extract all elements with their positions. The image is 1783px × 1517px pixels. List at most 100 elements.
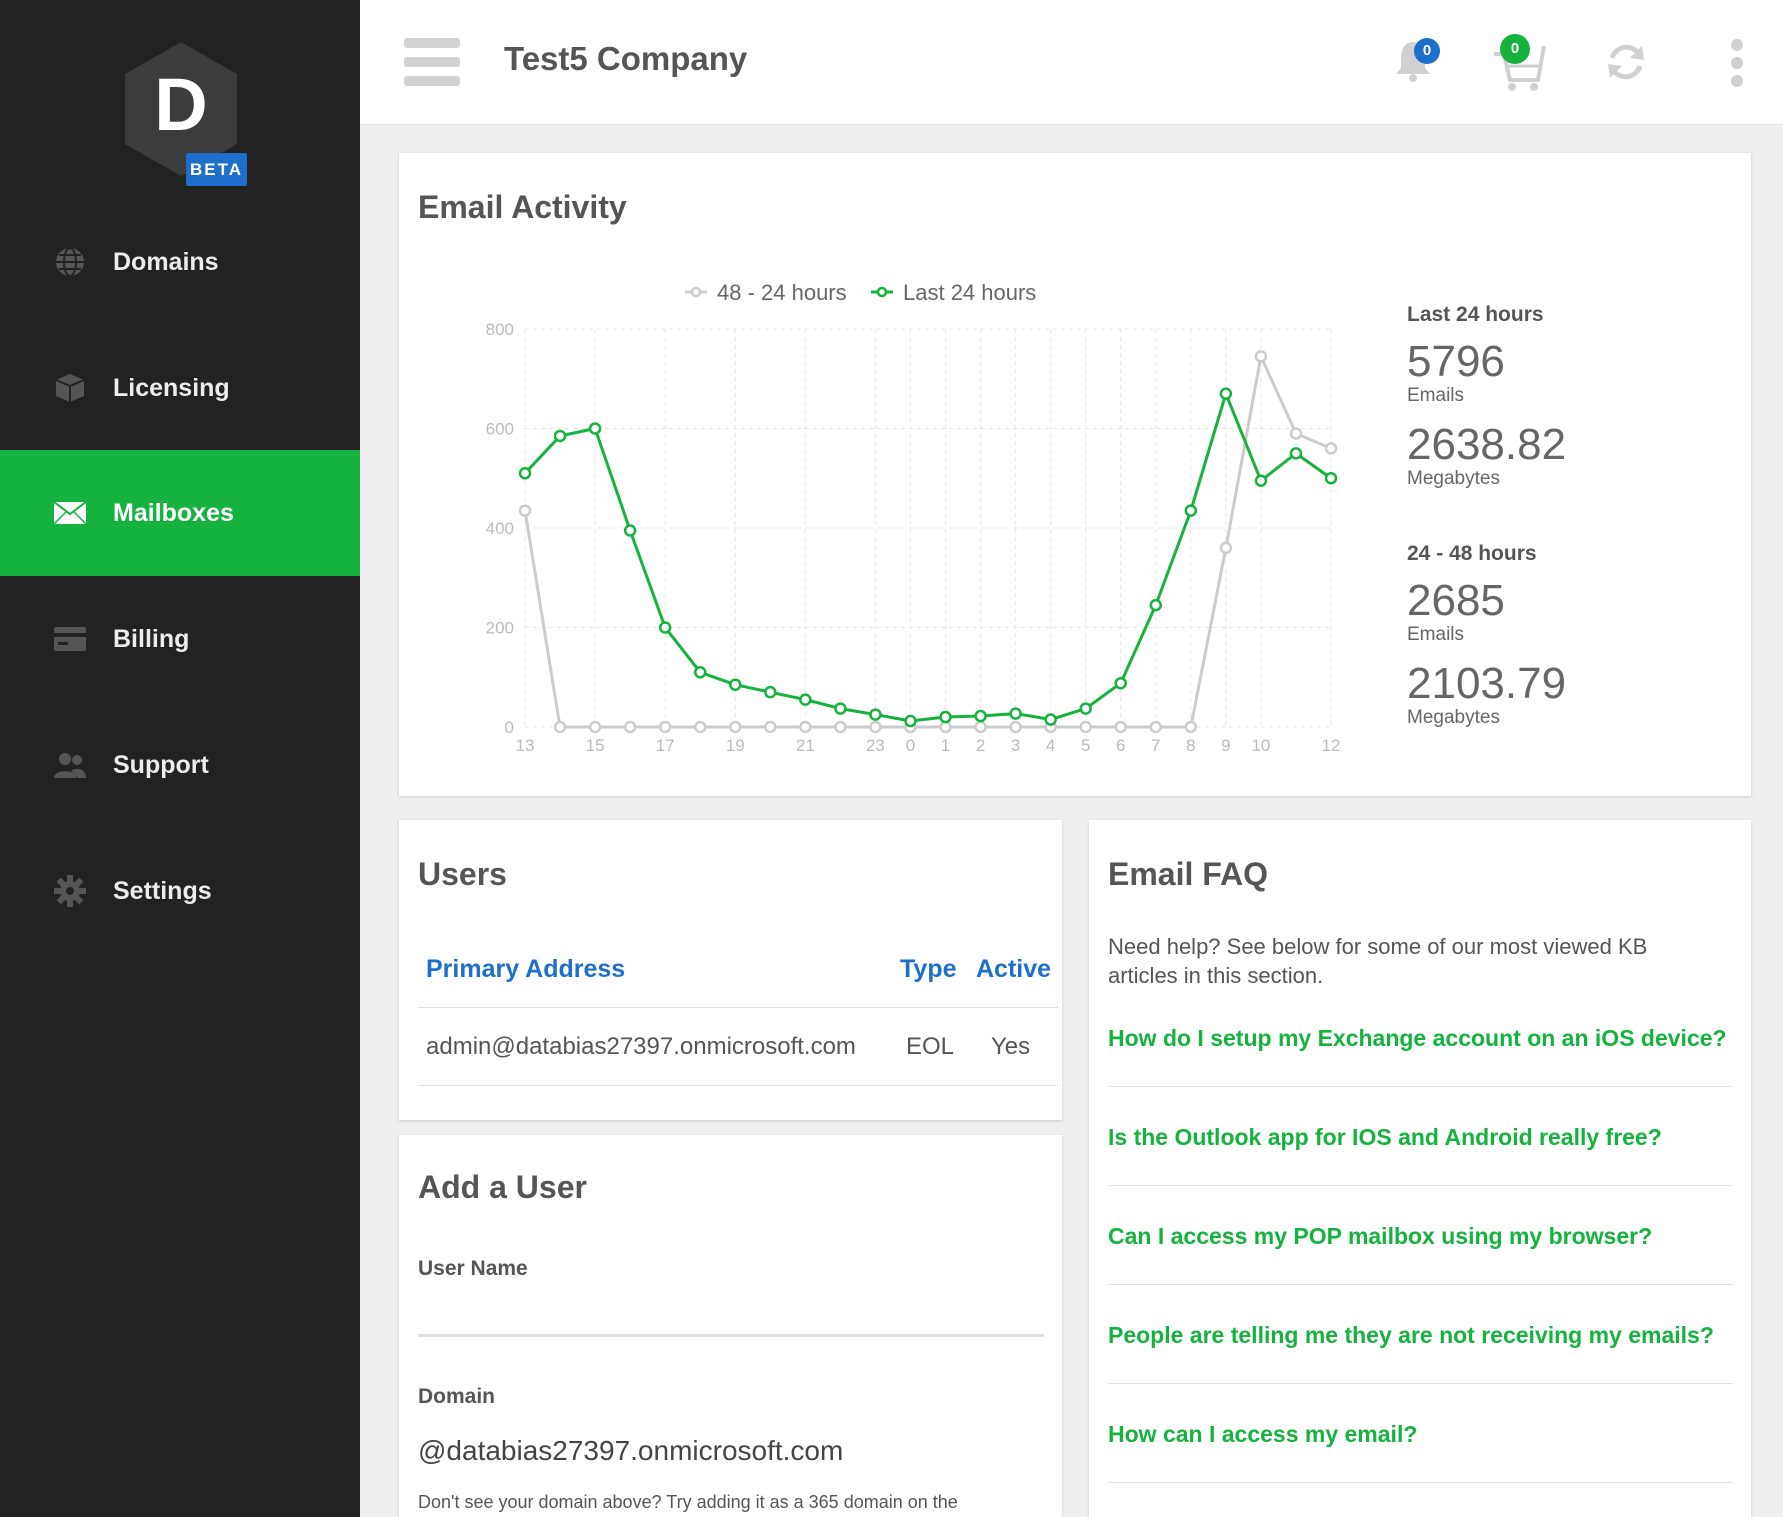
cart-button[interactable]: 0 (1492, 34, 1556, 91)
column-header-active[interactable]: Active (976, 955, 1052, 983)
sidebar-item-billing[interactable]: Billing (0, 576, 360, 702)
column-header-type[interactable]: Type (900, 955, 957, 983)
data-point (1254, 350, 1268, 363)
divider (1108, 1284, 1733, 1285)
sidebar-item-label: Support (113, 750, 209, 779)
faq-link[interactable]: How do I setup my Exchange account on an… (1108, 1025, 1727, 1051)
data-point (1219, 541, 1233, 555)
faq-link[interactable]: People are telling me they are not recei… (1108, 1322, 1714, 1348)
data-point (623, 524, 637, 537)
envelope-icon (52, 495, 88, 531)
x-tick-label: 8 (1186, 736, 1195, 755)
refresh-icon (1604, 44, 1648, 88)
y-tick-label: 400 (486, 519, 514, 538)
username-input[interactable] (418, 1287, 1044, 1337)
data-point (1079, 702, 1092, 715)
card-title: Email Activity (418, 189, 627, 225)
data-point (974, 709, 987, 723)
user-type: EOL (906, 1033, 955, 1060)
x-tick-label: 10 (1251, 736, 1270, 755)
x-tick-label: 6 (1116, 736, 1125, 755)
more-vertical-icon (1728, 39, 1746, 92)
data-point (1324, 442, 1338, 455)
faq-link[interactable]: Can I access my POP mailbox using my bro… (1108, 1223, 1653, 1249)
data-point (693, 720, 707, 734)
x-tick-label: 1 (941, 736, 950, 755)
sidebar-item-licensing[interactable]: Licensing (0, 325, 360, 451)
divider (418, 1007, 1058, 1008)
company-name: Test5 Company (504, 40, 748, 77)
y-tick-label: 800 (486, 320, 514, 339)
username-label: User Name (418, 1257, 528, 1280)
x-tick-label: 19 (726, 736, 745, 755)
sidebar-item-support[interactable]: Support (0, 702, 360, 828)
sidebar-item-label: Domains (113, 247, 219, 276)
domain-label: Domain (418, 1385, 496, 1408)
data-point (1114, 676, 1127, 690)
email-faq-card: Email FAQ Need help? See below for some … (1089, 820, 1751, 1517)
data-point (518, 467, 532, 480)
notifications-button[interactable]: 0 (1392, 38, 1442, 88)
logo: D (123, 40, 239, 178)
series-line-1 (523, 392, 1332, 723)
data-point (764, 720, 777, 734)
data-point (834, 720, 847, 734)
data-point (1254, 474, 1268, 487)
sidebar-item-mailboxes[interactable]: Mailboxes (0, 450, 360, 576)
card-title: Email FAQ (1108, 856, 1269, 892)
data-point (553, 429, 567, 443)
top-bar: Test5 Company 0 0 (360, 0, 1783, 125)
prev24-emails-unit: Emails (1407, 624, 1465, 645)
faq-link[interactable]: How can I access my email? (1108, 1421, 1418, 1447)
data-point (834, 702, 847, 715)
x-tick-label: 21 (796, 736, 815, 755)
x-tick-label: 5 (1081, 736, 1090, 755)
legend-label: Last 24 hours (903, 280, 1036, 305)
data-point (1289, 447, 1303, 460)
data-point (939, 720, 952, 734)
menu-icon[interactable] (404, 38, 460, 86)
data-point (693, 666, 707, 679)
data-point (553, 720, 567, 734)
domain-hint: Don't see your domain above? Try adding … (418, 1492, 958, 1512)
sidebar: D BETA Domains Licensing Mailboxes Billi… (0, 0, 360, 1517)
data-point (974, 720, 987, 734)
user-address[interactable]: admin@databias27397.onmicrosoft.com (426, 1033, 856, 1060)
data-point (658, 720, 672, 734)
x-tick-label: 2 (976, 736, 985, 755)
last24-heading: Last 24 hours (1407, 303, 1544, 326)
data-point (1219, 387, 1233, 400)
data-point (729, 720, 742, 734)
credit-card-icon (52, 621, 88, 657)
sidebar-item-label: Licensing (113, 373, 230, 402)
data-point (1079, 720, 1092, 734)
sidebar-item-domains[interactable]: Domains (0, 199, 360, 325)
faq-link[interactable]: Is the Outlook app for IOS and Android r… (1108, 1124, 1662, 1150)
x-tick-label: 7 (1151, 736, 1160, 755)
data-point (588, 720, 602, 734)
last24-emails-value: 5796 (1407, 337, 1505, 386)
x-tick-label: 3 (1011, 736, 1020, 755)
column-header-primary-address[interactable]: Primary Address (426, 955, 626, 983)
y-tick-label: 0 (505, 718, 514, 737)
x-tick-label: 0 (906, 736, 915, 755)
data-point (518, 504, 532, 517)
x-tick-label: 4 (1046, 736, 1055, 755)
data-point (799, 720, 812, 734)
prev24-mb-unit: Megabytes (1407, 707, 1500, 728)
legend-swatch-marker (876, 286, 888, 298)
domain-select[interactable]: @databias27397.onmicrosoft.com (418, 1435, 844, 1466)
sidebar-item-settings[interactable]: Settings (0, 828, 360, 954)
data-point (1009, 720, 1022, 734)
more-options-button[interactable] (1728, 38, 1746, 88)
card-title: Add a User (418, 1169, 587, 1205)
divider (418, 1085, 1058, 1086)
add-user-card: Add a User User Name Domain @databias273… (399, 1135, 1062, 1517)
divider (1108, 1383, 1733, 1384)
sidebar-item-label: Settings (113, 876, 212, 905)
user-active: Yes (991, 1033, 1031, 1060)
last24-mb-unit: Megabytes (1407, 468, 1500, 489)
bell-icon (1392, 42, 1434, 86)
refresh-button[interactable] (1604, 40, 1648, 84)
